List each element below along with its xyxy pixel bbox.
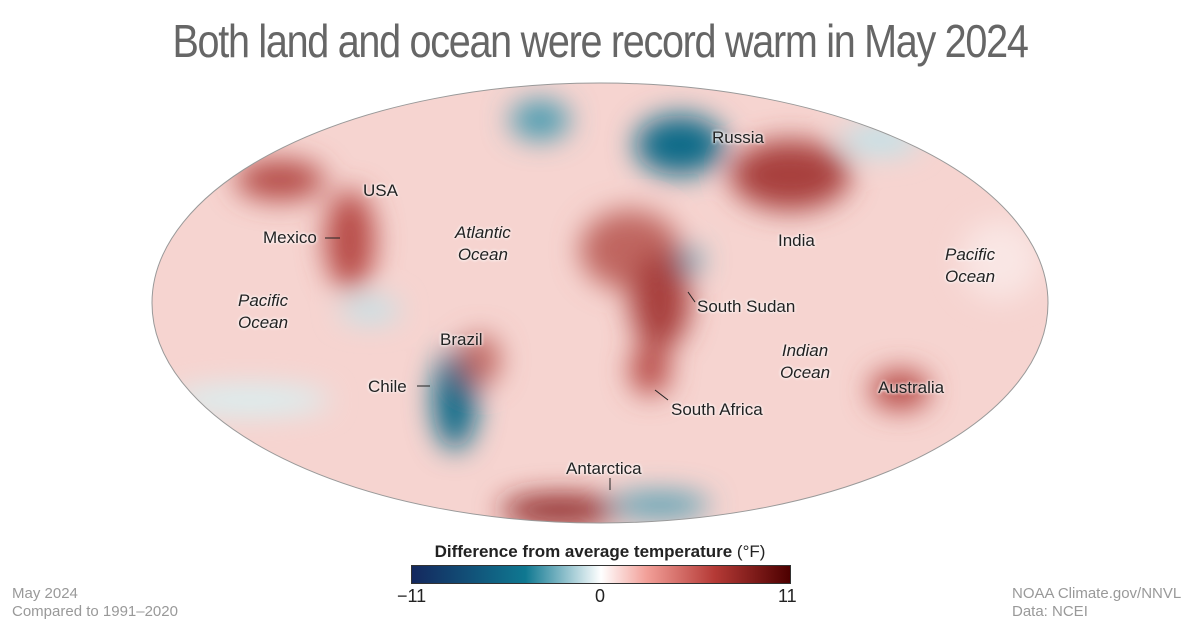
label-russia: Russia [712, 128, 764, 147]
label-atlantic-ocean: Atlantic Ocean [455, 222, 511, 266]
footer-left: May 2024 Compared to 1991–2020 [12, 585, 178, 621]
label-brazil: Brazil [440, 330, 483, 349]
label-chile: Chile [368, 377, 407, 396]
label-pacific-ocean-west: Pacific Ocean [238, 290, 288, 334]
label-pacific-ocean-east: Pacific Ocean [945, 244, 995, 288]
footer-data-source: Data: NCEI [1012, 603, 1088, 620]
label-line: Atlantic [455, 223, 511, 242]
label-australia: Australia [878, 378, 945, 397]
label-line: Ocean [945, 267, 996, 286]
footer-baseline: Compared to 1991–2020 [12, 603, 178, 620]
south-africa-leader [654, 389, 669, 401]
footer-date: May 2024 [12, 585, 78, 602]
label-line: Ocean [457, 245, 508, 264]
footer-right: NOAA Climate.gov/NNVL Data: NCEI [1012, 585, 1181, 621]
label-south-africa: South Africa [671, 400, 763, 419]
label-line: Pacific [238, 291, 289, 310]
footer-credit: NOAA Climate.gov/NNVL [1012, 585, 1182, 602]
label-indian-ocean: Indian Ocean [780, 340, 830, 384]
page-title: Both land and ocean were record warm in … [172, 15, 1028, 67]
south-sudan-leader [687, 291, 696, 303]
label-line: Pacific [945, 245, 996, 264]
label-line: Ocean [780, 363, 831, 382]
legend-mid: 0 [595, 586, 606, 606]
legend-max: 11 [778, 586, 797, 606]
label-line: Ocean [238, 313, 289, 332]
legend-min: −11 [397, 586, 427, 606]
legend-title: Difference from average temperature (°F) [0, 542, 1200, 562]
label-india: India [778, 231, 815, 250]
label-south-sudan: South Sudan [697, 297, 796, 316]
legend-unit: (°F) [736, 542, 766, 561]
label-line: Indian [781, 341, 829, 360]
label-mexico: Mexico [263, 228, 317, 247]
color-scale-bar [411, 565, 791, 584]
label-antarctica: Antarctica [566, 459, 642, 478]
label-usa: USA [363, 181, 398, 200]
legend-title-text: Difference from average temperature [434, 542, 733, 561]
